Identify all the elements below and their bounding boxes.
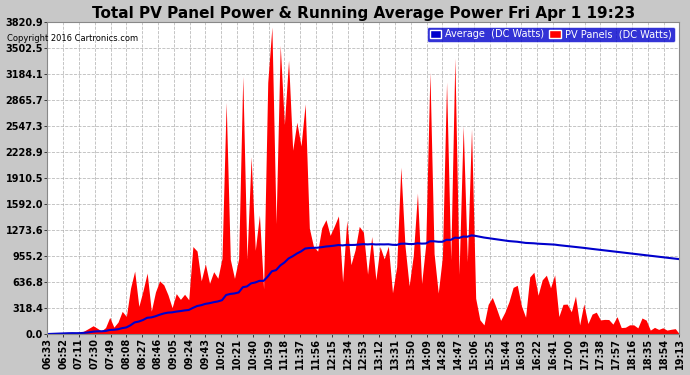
Title: Total PV Panel Power & Running Average Power Fri Apr 1 19:23: Total PV Panel Power & Running Average P…	[92, 6, 635, 21]
Legend: Average  (DC Watts), PV Panels  (DC Watts): Average (DC Watts), PV Panels (DC Watts)	[427, 27, 675, 42]
Text: Copyright 2016 Cartronics.com: Copyright 2016 Cartronics.com	[7, 34, 138, 43]
